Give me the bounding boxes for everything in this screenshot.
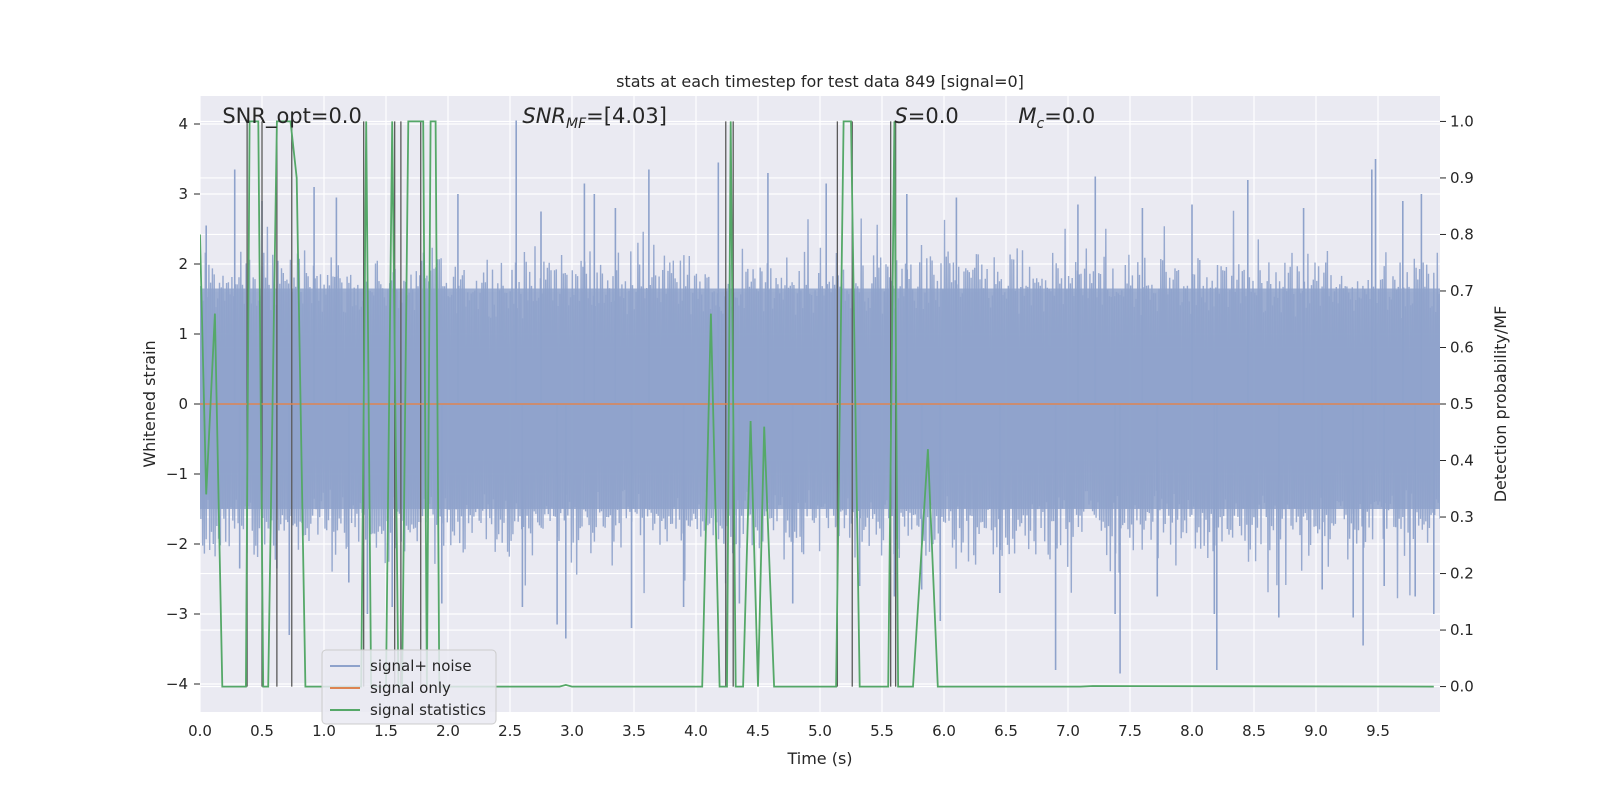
y-tick-label: −3 bbox=[166, 605, 188, 623]
x-tick-label: 8.0 bbox=[1180, 722, 1204, 740]
noise-band bbox=[200, 288, 1440, 509]
x-tick-label: 9.5 bbox=[1366, 722, 1390, 740]
x-tick-label: 9.0 bbox=[1304, 722, 1328, 740]
y2-tick-label: 0.4 bbox=[1450, 452, 1474, 470]
legend-box bbox=[321, 649, 497, 725]
y2-tick-label: 0.1 bbox=[1450, 621, 1474, 639]
annotation: S=0.0 bbox=[894, 104, 958, 128]
y-axis-label: Whitened strain bbox=[140, 340, 159, 467]
y-tick-label: 3 bbox=[178, 185, 188, 203]
y2-tick-label: 0.5 bbox=[1450, 395, 1474, 413]
annotation: SNR_opt=0.0 bbox=[222, 104, 362, 129]
y2-tick-label: 0.2 bbox=[1450, 565, 1474, 583]
y-tick-label: −1 bbox=[166, 465, 188, 483]
legend: signal+ noise signal only signal statistic… bbox=[321, 649, 497, 725]
data-layer bbox=[200, 120, 1440, 688]
x-tick-label: 2.0 bbox=[436, 722, 460, 740]
x-tick-label: 5.0 bbox=[808, 722, 832, 740]
legend-label: signal only bbox=[370, 679, 451, 697]
x-tick-label: 8.5 bbox=[1242, 722, 1266, 740]
y-tick-label: −4 bbox=[166, 675, 188, 693]
y-tick-label: 4 bbox=[178, 115, 188, 133]
x-tick-label: 6.5 bbox=[994, 722, 1018, 740]
y2-axis-label: Detection probability/MF bbox=[1491, 306, 1510, 503]
annotation: SNRMF=[4.03] bbox=[522, 104, 667, 132]
y2-tick-label: 0.9 bbox=[1450, 169, 1474, 187]
x-axis-label: Time (s) bbox=[786, 749, 852, 768]
x-tick-label: 0.0 bbox=[188, 722, 212, 740]
x-tick-label: 6.0 bbox=[932, 722, 956, 740]
y-tick-label: 2 bbox=[178, 255, 188, 273]
y2-tick-label: 1.0 bbox=[1450, 112, 1474, 130]
x-tick-label: 2.5 bbox=[498, 722, 522, 740]
x-tick-label: 1.0 bbox=[312, 722, 336, 740]
y2-tick-label: 0.7 bbox=[1450, 282, 1474, 300]
annotation: Mc=0.0 bbox=[1018, 104, 1095, 132]
y2-tick-label: 0.3 bbox=[1450, 508, 1474, 526]
x-tick-label: 3.0 bbox=[560, 722, 584, 740]
x-tick-label: 7.5 bbox=[1118, 722, 1142, 740]
legend-label: signal+ noise bbox=[370, 657, 472, 675]
x-tick-label: 0.5 bbox=[250, 722, 274, 740]
x-tick-label: 5.5 bbox=[870, 722, 894, 740]
y2-tick-label: 0.0 bbox=[1450, 678, 1474, 696]
x-tick-label: 7.0 bbox=[1056, 722, 1080, 740]
chart-title: stats at each timestep for test data 849… bbox=[616, 72, 1024, 91]
y2-tick-label: 0.8 bbox=[1450, 225, 1474, 243]
y-tick-label: −2 bbox=[166, 535, 188, 553]
legend-label: signal statistics bbox=[370, 701, 486, 719]
x-tick-label: 3.5 bbox=[622, 722, 646, 740]
y-tick-label: 1 bbox=[178, 325, 188, 343]
y2-tick-label: 0.6 bbox=[1450, 338, 1474, 356]
x-tick-label: 1.5 bbox=[374, 722, 398, 740]
y-tick-label: 0 bbox=[178, 395, 188, 413]
x-tick-label: 4.5 bbox=[746, 722, 770, 740]
x-tick-label: 4.0 bbox=[684, 722, 708, 740]
